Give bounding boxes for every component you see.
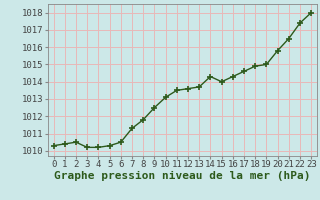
X-axis label: Graphe pression niveau de la mer (hPa): Graphe pression niveau de la mer (hPa): [54, 171, 311, 181]
